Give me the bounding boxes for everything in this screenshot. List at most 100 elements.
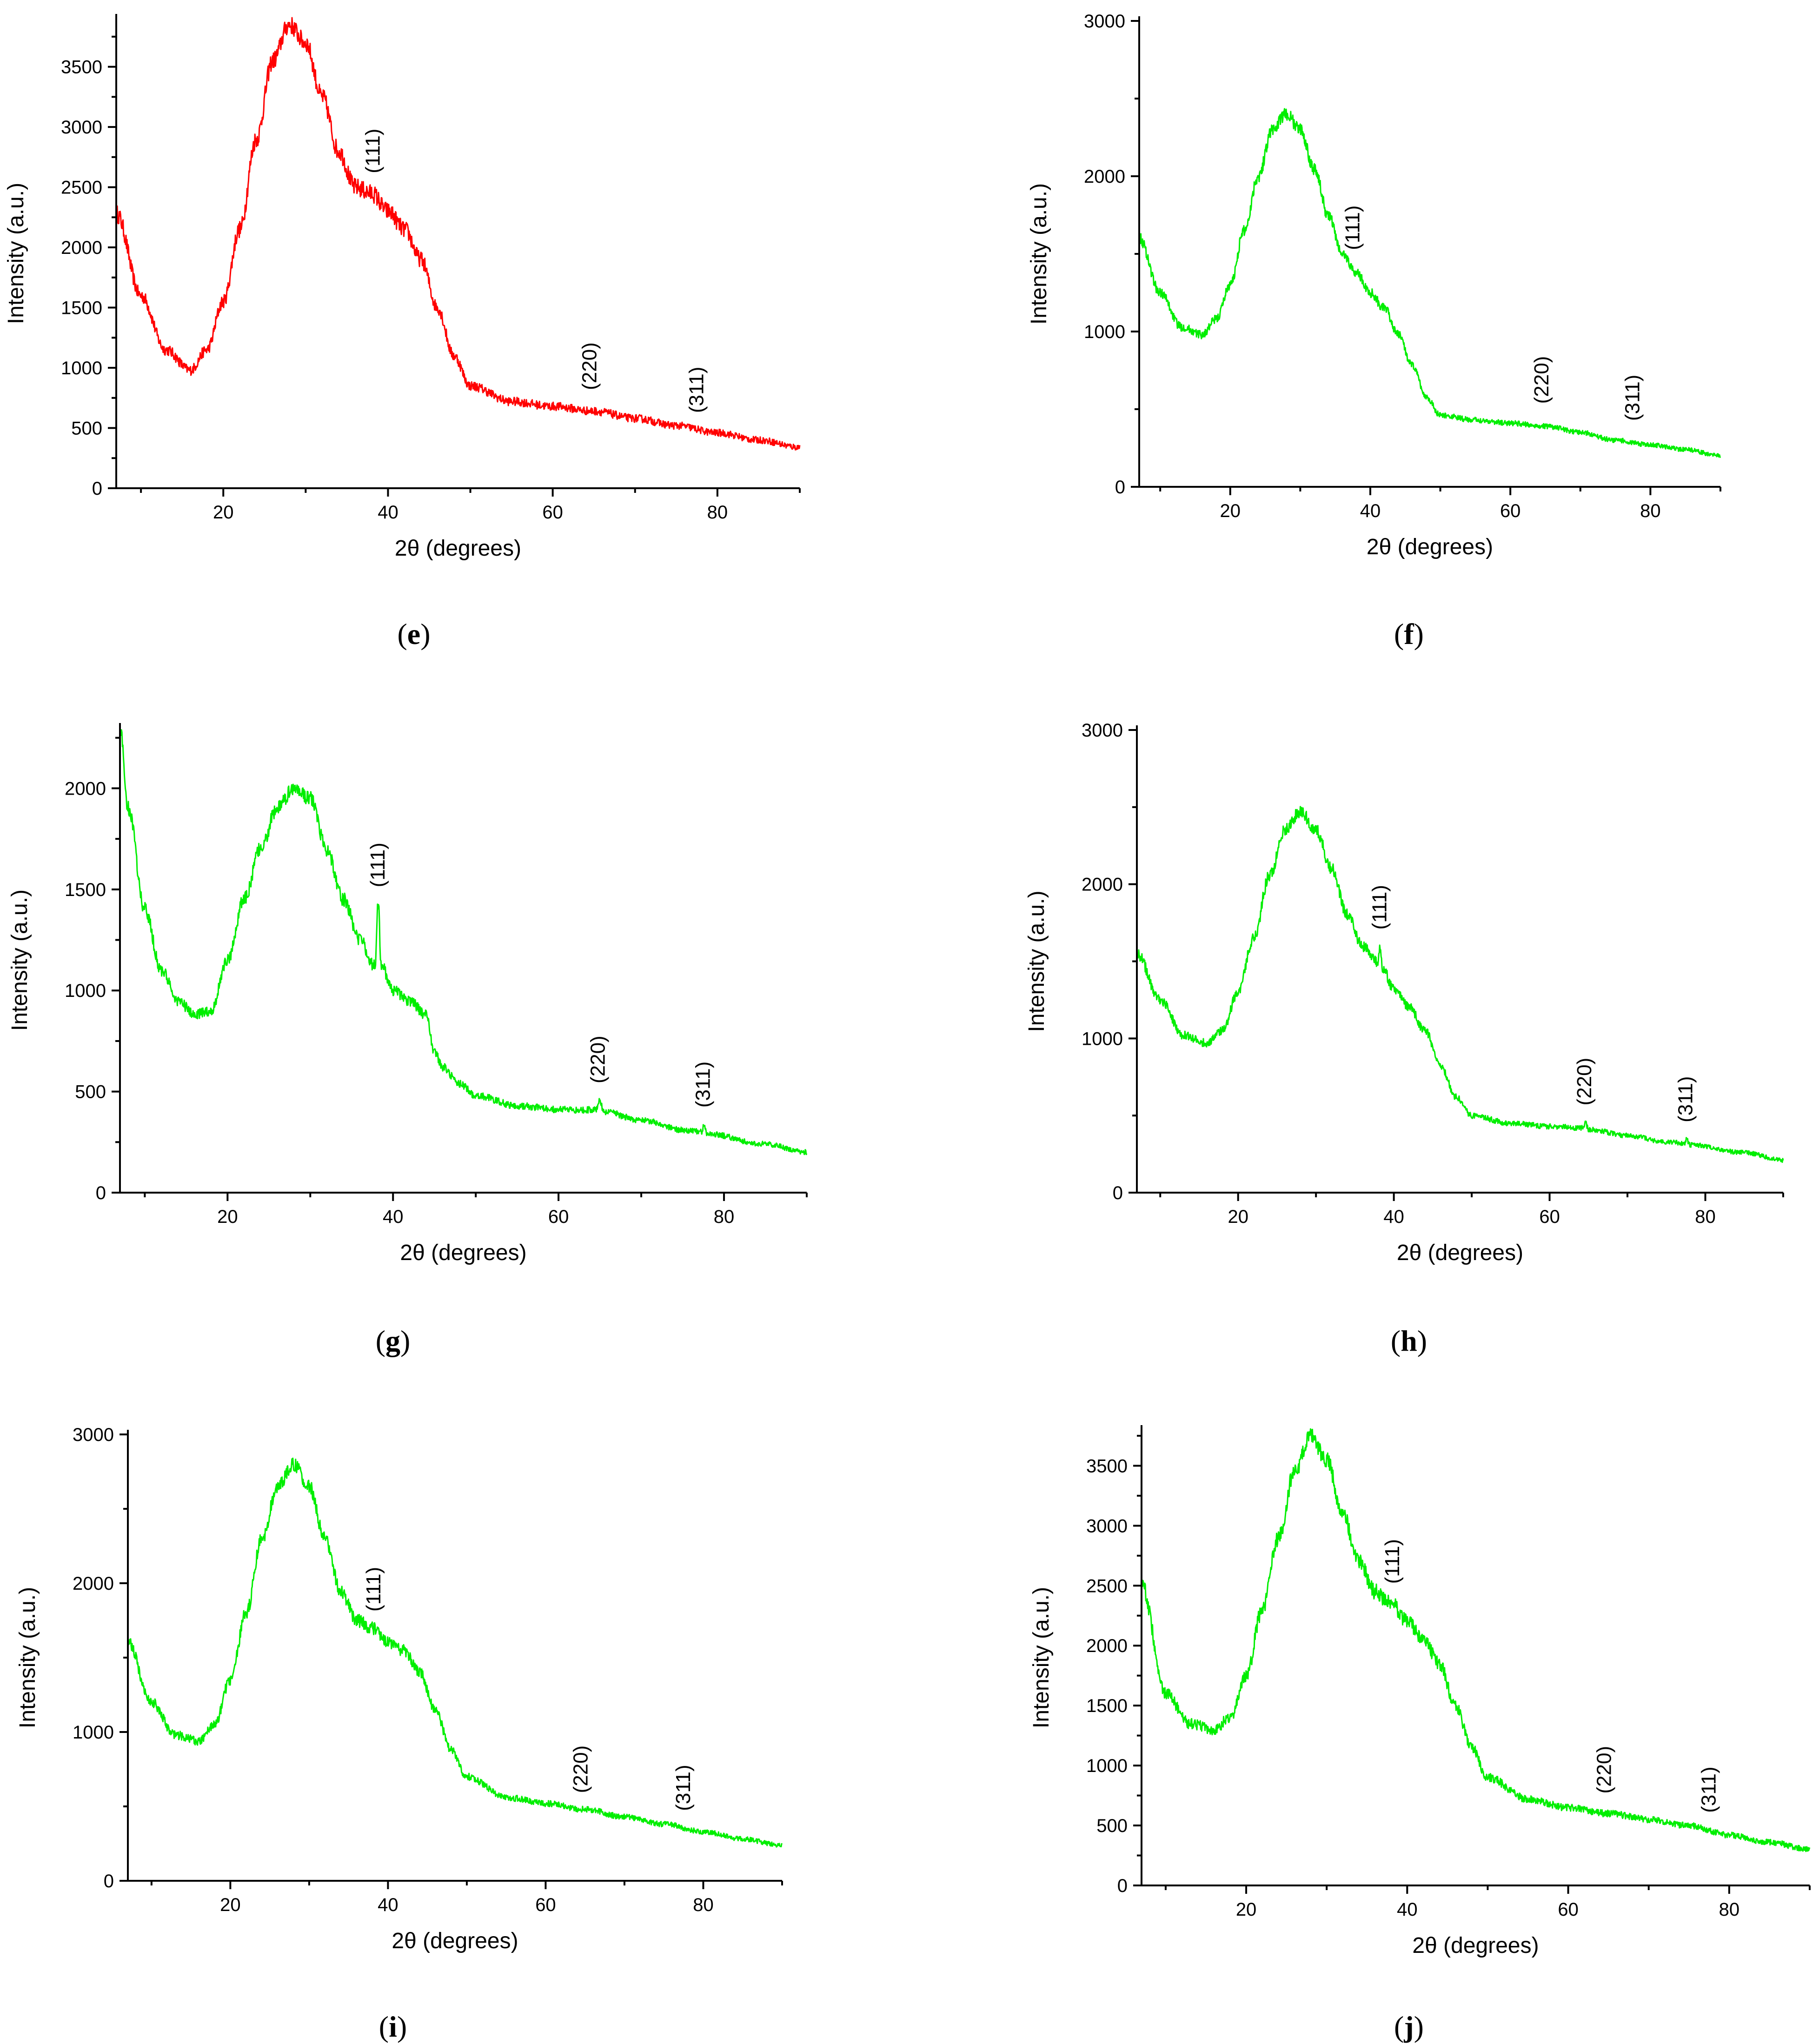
- x-tick-label: 80: [1640, 501, 1661, 521]
- panel-label: (e): [397, 617, 430, 650]
- peak-label: (111): [366, 843, 389, 887]
- y-tick-label: 1500: [61, 298, 102, 319]
- panel-label: (g): [376, 1324, 411, 1357]
- series-line-j: [1141, 1428, 1811, 1852]
- x-tick-label: 40: [1360, 501, 1381, 521]
- series-line-i: [127, 1457, 783, 1848]
- x-axis-label: 2θ (degrees): [1367, 535, 1493, 559]
- x-tick-label: 40: [383, 1207, 404, 1227]
- y-tick-label: 0: [1115, 477, 1125, 498]
- y-axis-label: Intensity (a.u.): [1027, 183, 1051, 325]
- chart-panel-e: 20 40 60 80 0 500 1000 1500 2000 2500 3000 3500 2θ (…: [4, 14, 801, 650]
- x-tick-label: 80: [714, 1207, 735, 1227]
- x-tick-label: 80: [707, 502, 728, 523]
- x-tick-label: 40: [378, 1895, 398, 1915]
- peak-label: (220): [1530, 356, 1553, 404]
- peak-label: (311): [685, 367, 708, 413]
- y-tick-label: 0: [1117, 1876, 1128, 1896]
- y-axis-label: Intensity (a.u.): [1029, 1587, 1054, 1728]
- y-tick-label: 1000: [61, 358, 102, 378]
- x-tick-label: 40: [1383, 1207, 1404, 1227]
- y-tick-label: 0: [92, 478, 102, 499]
- y-tick-label: 1500: [65, 880, 106, 900]
- y-tick-label: 3000: [73, 1425, 114, 1445]
- y-tick-label: 3500: [1086, 1456, 1128, 1476]
- y-tick-label: 2000: [1082, 875, 1123, 895]
- panel-label: (j): [1394, 2010, 1424, 2043]
- x-tick-label: 60: [535, 1895, 556, 1915]
- series-line-f: [1138, 108, 1721, 458]
- y-tick-label: 3000: [1082, 720, 1123, 741]
- x-tick-label: 20: [1236, 1899, 1257, 1920]
- x-tick-label: 80: [1695, 1207, 1716, 1227]
- chart-panel-f: 20 40 60 80 0 1000 2000 3000 2θ (degrees) Intensi…: [1027, 11, 1721, 650]
- series-line-g: [119, 729, 808, 1155]
- peak-label: (311): [672, 1765, 695, 1811]
- chart-panel-j: 20 40 60 80 0 500 1000 1500 2000 2500 3000 3500 2θ (…: [1029, 1425, 1811, 2043]
- y-axis-label: Intensity (a.u.): [1024, 890, 1049, 1032]
- y-tick-label: 2000: [61, 238, 102, 258]
- y-axis-label: Intensity (a.u.): [7, 889, 32, 1031]
- series-line-e: [115, 17, 801, 451]
- x-tick-label: 60: [1500, 501, 1521, 521]
- panel-label: (i): [379, 2010, 407, 2043]
- peak-label: (311): [692, 1062, 715, 1108]
- peak-label: (111): [362, 1567, 385, 1612]
- y-tick-label: 500: [75, 1082, 106, 1102]
- y-tick-label: 2000: [73, 1573, 114, 1594]
- x-tick-label: 20: [217, 1207, 238, 1227]
- peak-label: (111): [1368, 885, 1391, 929]
- y-tick-label: 1000: [73, 1722, 114, 1743]
- x-axis-label: 2θ (degrees): [395, 536, 521, 561]
- y-axis-label: Intensity (a.u.): [15, 1587, 40, 1728]
- x-tick-label: 60: [1539, 1207, 1560, 1227]
- y-tick-label: 1000: [1084, 322, 1125, 342]
- peak-label: (111): [1341, 206, 1364, 250]
- peak-label: (311): [1674, 1076, 1697, 1122]
- peak-label: (220): [587, 1035, 610, 1083]
- x-tick-label: 60: [542, 502, 563, 523]
- y-tick-label: 0: [104, 1871, 114, 1891]
- y-tick-label: 3000: [1084, 11, 1125, 32]
- peak-label: (220): [578, 342, 601, 390]
- chart-panel-i: 20 40 60 80 0 1000 2000 3000 2θ (degrees) Intensi…: [15, 1425, 783, 2043]
- x-tick-label: 80: [693, 1895, 714, 1915]
- y-tick-label: 2500: [1086, 1576, 1128, 1596]
- peak-label: (220): [1593, 1746, 1616, 1794]
- y-tick-label: 2000: [1086, 1636, 1128, 1656]
- peak-label: (111): [1381, 1539, 1404, 1584]
- y-tick-label: 1000: [1086, 1756, 1128, 1776]
- y-tick-label: 0: [96, 1183, 106, 1203]
- y-tick-label: 2000: [65, 778, 106, 799]
- y-tick-label: 1000: [65, 981, 106, 1001]
- y-tick-label: 0: [1113, 1183, 1123, 1203]
- panel-label: (f): [1394, 617, 1424, 650]
- x-tick-label: 40: [378, 502, 398, 523]
- x-axis-label: 2θ (degrees): [1412, 1933, 1539, 1958]
- x-axis-label: 2θ (degrees): [1397, 1241, 1523, 1265]
- chart-panel-g: 20 40 60 80 0 500 1000 1500 2000 2θ (degrees) Inte…: [7, 723, 808, 1357]
- x-tick-label: 20: [213, 502, 234, 523]
- peak-label: (111): [362, 129, 385, 173]
- x-tick-label: 20: [220, 1895, 241, 1915]
- chart-panel-h: 20 40 60 80 0 1000 2000 3000 2θ (degrees) Intensi…: [1024, 720, 1784, 1357]
- peak-label: (311): [1698, 1766, 1720, 1812]
- x-axis-label: 2θ (degrees): [392, 1929, 518, 1953]
- y-axis-label: Intensity (a.u.): [4, 183, 28, 324]
- y-tick-label: 3000: [61, 117, 102, 138]
- y-tick-label: 500: [1096, 1816, 1128, 1836]
- x-axis-label: 2θ (degrees): [400, 1241, 526, 1265]
- x-tick-label: 20: [1220, 501, 1241, 521]
- x-tick-label: 80: [1719, 1899, 1740, 1920]
- x-tick-label: 40: [1397, 1899, 1418, 1920]
- peak-label: (220): [570, 1745, 592, 1793]
- y-tick-label: 1000: [1082, 1029, 1123, 1049]
- peak-label: (311): [1621, 375, 1644, 421]
- y-tick-label: 3000: [1086, 1516, 1128, 1536]
- x-tick-label: 20: [1228, 1207, 1248, 1227]
- peak-label: (220): [1573, 1058, 1596, 1106]
- y-tick-label: 3500: [61, 57, 102, 78]
- series-line-h: [1136, 806, 1784, 1163]
- y-tick-label: 2000: [1084, 166, 1125, 187]
